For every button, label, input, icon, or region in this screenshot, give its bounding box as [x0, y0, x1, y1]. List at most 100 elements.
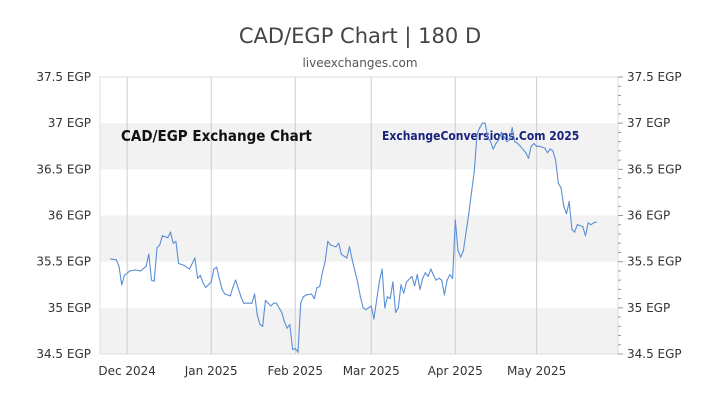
data-point	[224, 293, 226, 295]
data-point	[411, 275, 413, 278]
data-point	[232, 286, 234, 289]
y-axis-left: 37.5 EGP 37 EGP 36.5 EGP 36 EGP 35.5 EGP 35 E…	[36, 70, 91, 361]
chart-band	[100, 307, 618, 354]
data-point	[514, 141, 516, 143]
data-point	[552, 150, 554, 152]
data-point	[354, 270, 356, 272]
data-point	[392, 281, 394, 283]
data-point	[194, 257, 196, 259]
data-point	[384, 307, 386, 309]
data-point	[229, 295, 231, 297]
data-point	[216, 266, 218, 268]
data-point	[495, 142, 497, 145]
data-point	[302, 296, 305, 298]
data-point	[416, 273, 418, 276]
x-tick-label: Feb 2025	[267, 364, 323, 378]
data-point	[555, 159, 557, 161]
data-point	[438, 277, 440, 279]
data-point	[536, 145, 538, 147]
data-point	[335, 246, 337, 248]
data-point	[313, 298, 315, 300]
data-point	[519, 145, 521, 147]
data-point	[324, 261, 326, 263]
data-point	[405, 281, 408, 283]
data-point	[422, 277, 424, 279]
data-point	[262, 325, 264, 327]
data-point	[134, 269, 136, 271]
data-point	[346, 257, 348, 259]
data-point	[435, 279, 437, 281]
data-point	[530, 145, 532, 147]
data-point	[508, 139, 511, 141]
data-point	[264, 299, 267, 302]
chart-series	[110, 122, 597, 353]
data-point	[202, 282, 204, 284]
data-point	[343, 255, 345, 257]
data-point	[587, 222, 589, 224]
data-point	[110, 258, 112, 260]
data-point	[462, 249, 465, 252]
data-point	[582, 225, 584, 228]
data-point	[172, 242, 174, 244]
data-point	[316, 286, 318, 289]
data-point	[210, 281, 212, 283]
data-point	[294, 347, 296, 350]
data-point	[451, 277, 454, 279]
y-tick-label-right: 34.5 EGP	[627, 347, 682, 361]
data-point	[243, 302, 245, 304]
data-point	[544, 147, 546, 149]
data-point	[460, 256, 462, 258]
data-point	[145, 265, 147, 267]
data-point	[595, 221, 597, 223]
data-point	[156, 247, 158, 249]
data-point	[300, 302, 302, 304]
data-point	[481, 122, 483, 124]
chart-overlay-watermark: ExchangeConversions.Com 2025	[382, 129, 579, 143]
data-point	[533, 142, 535, 145]
data-point	[129, 270, 131, 272]
data-point	[275, 302, 277, 304]
x-tick-label: Apr 2025	[428, 364, 483, 378]
data-point	[386, 296, 389, 298]
data-point	[492, 148, 494, 150]
data-point	[175, 240, 177, 242]
data-point	[473, 170, 475, 172]
data-point	[424, 272, 427, 274]
data-point	[281, 311, 283, 314]
data-point	[373, 318, 375, 320]
y-tick-label-left: 35 EGP	[48, 301, 91, 315]
data-point	[253, 293, 256, 295]
data-point	[218, 277, 220, 279]
data-point	[289, 323, 291, 326]
data-point	[148, 253, 150, 255]
x-tick-label: Dec 2024	[98, 364, 156, 378]
data-point	[403, 292, 405, 294]
data-point	[283, 321, 286, 323]
y-tick-label-left: 37.5 EGP	[36, 70, 91, 84]
data-point	[454, 219, 456, 221]
data-point	[153, 280, 155, 282]
x-tick-label: May 2025	[507, 364, 566, 378]
y-tick-label-left: 37 EGP	[48, 116, 91, 130]
data-point	[476, 133, 478, 135]
data-point	[169, 231, 172, 233]
y-tick-label-right: 36 EGP	[627, 209, 670, 223]
data-point	[251, 302, 253, 304]
data-point	[503, 136, 505, 138]
data-point	[359, 296, 361, 298]
y-tick-label-left: 36.5 EGP	[36, 162, 91, 176]
data-point	[479, 127, 481, 129]
data-point	[525, 152, 527, 154]
data-point	[213, 268, 215, 270]
data-point	[500, 131, 502, 133]
data-point	[592, 222, 595, 224]
data-point	[362, 307, 364, 309]
data-point	[305, 294, 307, 296]
data-point	[240, 296, 242, 298]
y-tick-label-right: 35 EGP	[627, 301, 670, 315]
data-point	[565, 213, 568, 215]
data-point	[150, 279, 153, 281]
data-point	[590, 224, 592, 226]
data-point	[419, 288, 421, 290]
